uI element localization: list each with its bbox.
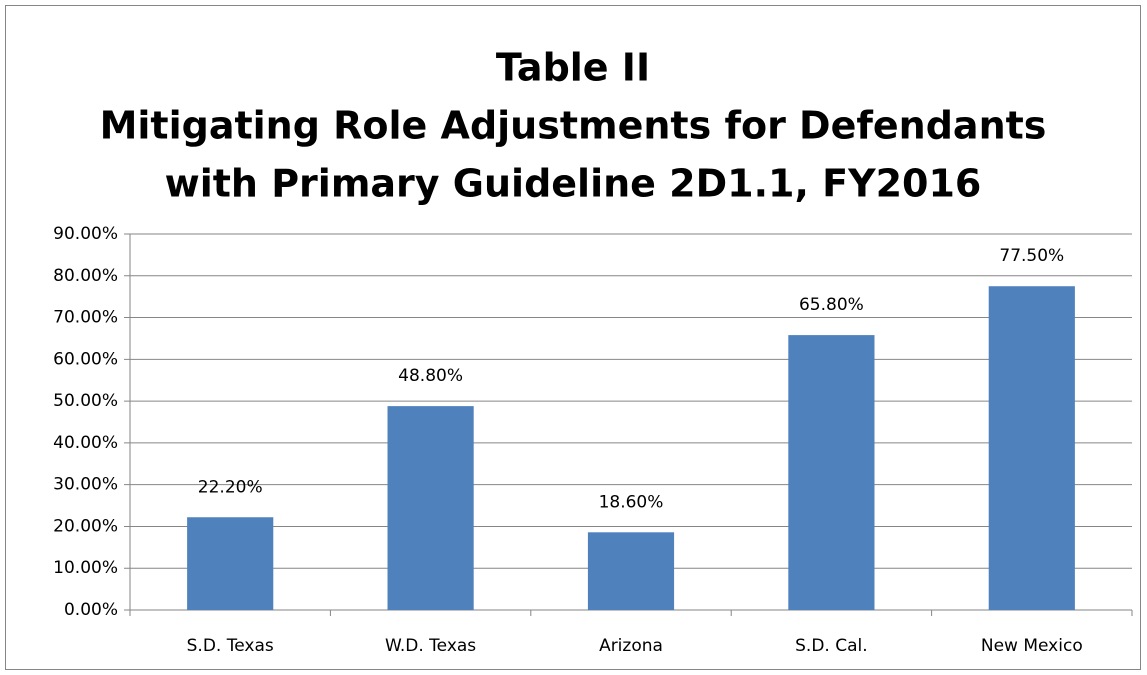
data-label: 48.80%: [398, 366, 463, 386]
y-tick-label: 0.00%: [64, 600, 118, 620]
y-tick-label: 20.00%: [53, 516, 118, 536]
data-label: 65.80%: [799, 295, 864, 315]
x-tick-label: S.D. Texas: [187, 636, 274, 656]
y-tick-label: 90.00%: [53, 224, 118, 244]
bar: [387, 406, 474, 610]
x-tick-label: Arizona: [599, 636, 663, 656]
chart-title: Mitigating Role Adjustments for Defendan…: [100, 104, 1047, 148]
x-tick-label: W.D. Texas: [385, 636, 476, 656]
y-tick-label: 80.00%: [53, 266, 118, 286]
y-tick-label: 50.00%: [53, 391, 118, 411]
y-tick-label: 60.00%: [53, 349, 118, 369]
x-tick-label: New Mexico: [981, 636, 1083, 656]
y-tick-label: 40.00%: [53, 433, 118, 453]
bar: [587, 532, 675, 610]
bar: [788, 335, 875, 610]
chart-title: Table II: [496, 46, 650, 90]
y-tick-label: 70.00%: [53, 308, 118, 328]
y-tick-label: 10.00%: [53, 558, 118, 578]
chart-title: with Primary Guideline 2D1.1, FY2016: [165, 162, 982, 206]
x-tick-label: S.D. Cal.: [795, 636, 868, 656]
y-tick-label: 30.00%: [53, 475, 118, 495]
data-label: 18.60%: [599, 492, 664, 512]
bar: [187, 517, 274, 610]
data-label: 77.50%: [999, 246, 1064, 266]
bar: [988, 286, 1075, 610]
data-label: 22.20%: [198, 477, 263, 497]
